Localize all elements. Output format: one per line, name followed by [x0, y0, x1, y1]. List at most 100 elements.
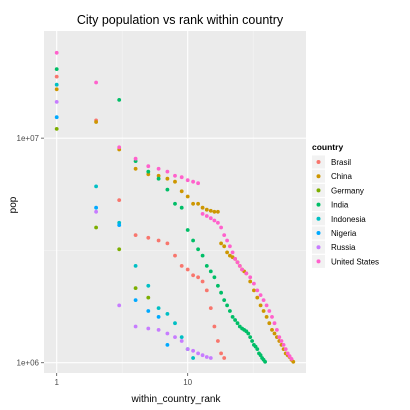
- data-point: [196, 351, 201, 356]
- data-point: [283, 347, 288, 351]
- legend: country Brasil China Germany India Indonesia…: [312, 142, 379, 268]
- data-point: [222, 244, 227, 249]
- legend-marker: [316, 259, 321, 264]
- data-point: [204, 207, 209, 212]
- data-point: [235, 260, 240, 265]
- data-point: [191, 273, 196, 278]
- data-point: [270, 315, 274, 319]
- data-point: [272, 331, 277, 336]
- data-point: [289, 357, 294, 361]
- data-point: [222, 298, 227, 302]
- data-point: [258, 303, 263, 308]
- data-point: [156, 315, 161, 319]
- x-axis-label: within_country_rank: [131, 394, 222, 405]
- data-point: [235, 321, 240, 326]
- data-point: [173, 201, 177, 206]
- data-point: [196, 247, 201, 252]
- data-point: [225, 303, 230, 308]
- data-point: [263, 359, 267, 364]
- data-point: [200, 253, 205, 258]
- data-point: [230, 315, 235, 319]
- data-point: [146, 235, 151, 240]
- data-point: [179, 335, 184, 339]
- legend-title: country: [312, 142, 343, 152]
- data-point: [219, 290, 224, 295]
- data-point: [94, 205, 98, 210]
- data-points: [54, 50, 296, 364]
- data-point: [246, 331, 251, 336]
- data-point: [54, 67, 59, 71]
- data-point: [117, 145, 122, 150]
- data-point: [208, 269, 213, 274]
- data-point: [173, 321, 177, 326]
- y-tick-label: 1e+07: [17, 134, 40, 143]
- data-point: [94, 225, 98, 230]
- data-point: [279, 339, 284, 343]
- legend-marker: [316, 216, 321, 221]
- data-point: [267, 309, 272, 313]
- legend-item: Brasil: [331, 158, 351, 167]
- data-point: [272, 321, 277, 326]
- data-point: [212, 324, 217, 329]
- data-point: [117, 98, 122, 102]
- data-point: [179, 339, 184, 343]
- data-point: [146, 283, 151, 288]
- legend-item: Russia: [331, 243, 356, 252]
- data-point: [94, 184, 98, 189]
- data-point: [244, 271, 249, 276]
- data-point: [255, 347, 260, 351]
- data-point: [133, 166, 138, 171]
- data-point: [173, 173, 177, 178]
- data-point: [165, 169, 170, 174]
- data-point: [185, 228, 190, 232]
- data-point: [165, 176, 170, 181]
- data-point: [261, 309, 266, 313]
- data-point: [133, 233, 138, 238]
- data-point: [264, 303, 269, 308]
- data-point: [156, 328, 161, 332]
- data-point: [173, 335, 177, 339]
- data-point: [146, 172, 151, 177]
- data-point: [230, 250, 235, 255]
- data-point: [248, 275, 253, 280]
- data-point: [146, 326, 151, 331]
- data-point: [252, 288, 256, 293]
- data-point: [270, 328, 274, 332]
- data-point: [179, 189, 184, 194]
- data-point: [208, 306, 213, 310]
- data-point: [216, 283, 220, 288]
- data-point: [222, 356, 227, 360]
- data-point: [204, 355, 209, 359]
- legend-marker: [316, 231, 321, 235]
- data-point: [156, 173, 161, 178]
- data-point: [216, 209, 220, 214]
- data-point: [240, 267, 245, 272]
- data-point: [248, 335, 253, 339]
- data-point: [196, 275, 201, 280]
- data-point: [208, 216, 213, 221]
- data-point: [261, 298, 266, 302]
- data-point: [156, 306, 161, 310]
- data-point: [222, 233, 227, 238]
- data-point: [146, 169, 151, 174]
- data-point: [267, 321, 272, 326]
- data-point: [219, 351, 224, 356]
- data-point: [146, 309, 151, 313]
- data-point: [225, 238, 230, 243]
- data-point: [216, 220, 220, 225]
- data-point: [54, 87, 59, 92]
- data-point: [196, 181, 201, 186]
- data-point: [54, 115, 59, 120]
- data-point: [54, 100, 59, 104]
- data-point: [94, 209, 98, 214]
- data-point: [179, 205, 184, 210]
- legend-marker: [316, 160, 321, 164]
- data-point: [252, 281, 256, 286]
- data-point: [281, 343, 286, 347]
- data-point: [219, 225, 224, 230]
- chart-title: City population vs rank within country: [77, 13, 284, 27]
- data-point: [146, 164, 151, 169]
- data-point: [54, 50, 59, 55]
- data-point: [165, 312, 170, 316]
